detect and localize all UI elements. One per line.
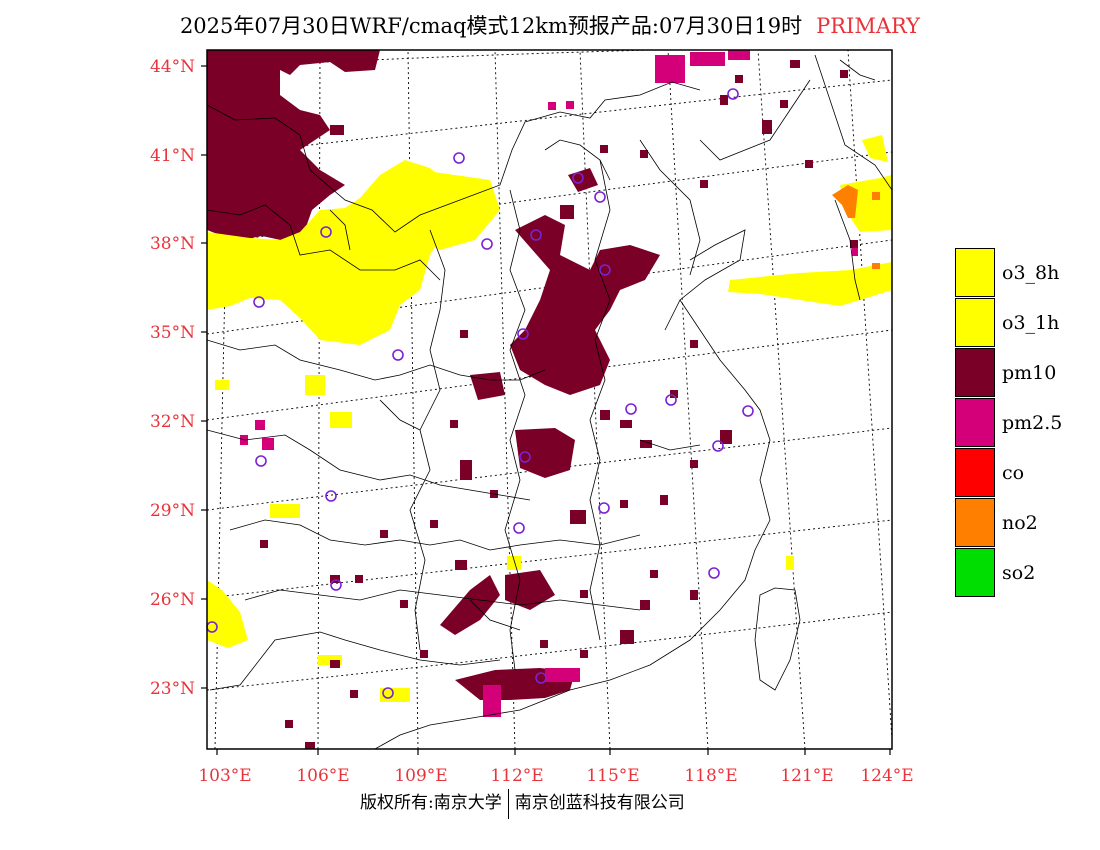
station-marker: [453, 152, 465, 164]
station-marker: [519, 451, 531, 463]
o3-region-northeast-tip: [862, 135, 888, 162]
legend-label: o3_1h: [1002, 312, 1060, 334]
legend-swatch: [955, 398, 995, 447]
footer-separator: [507, 788, 509, 819]
pm10-region-hubei: [515, 428, 575, 478]
copyright-left: 版权所有:南京大学: [360, 793, 502, 813]
pm10-region-central: [510, 215, 660, 395]
lat-label: 23°N: [150, 679, 195, 699]
legend-label: o3_8h: [1002, 262, 1060, 284]
station-markers: [206, 88, 754, 699]
pm10-scatter: [260, 60, 858, 749]
lat-label: 32°N: [150, 412, 195, 432]
legend-label: pm10: [1002, 362, 1057, 384]
lat-label: 41°N: [150, 146, 195, 166]
axis-ticks: [201, 65, 891, 755]
station-marker: [742, 405, 754, 417]
o3-patch: [786, 556, 794, 570]
station-marker: [572, 172, 584, 184]
legend-swatch: [955, 548, 995, 597]
no2-patch: [872, 263, 880, 269]
station-marker: [530, 229, 542, 241]
lon-label: 121°E: [780, 766, 833, 786]
station-marker: [594, 191, 606, 203]
station-marker: [253, 296, 265, 308]
station-marker: [727, 88, 739, 100]
o3-patch: [270, 504, 300, 518]
lat-label: 44°N: [150, 57, 195, 77]
lon-label: 115°E: [586, 766, 639, 786]
station-marker: [535, 672, 547, 684]
lon-label: 106°E: [296, 766, 349, 786]
station-marker: [599, 264, 611, 276]
lon-label: 124°E: [860, 766, 913, 786]
legend-label: co: [1002, 462, 1025, 484]
lon-label: 118°E: [684, 766, 737, 786]
pollution-fields: [207, 50, 892, 749]
pm10-region-northwest: [207, 50, 380, 242]
lon-label: 103°E: [198, 766, 251, 786]
lat-label: 35°N: [150, 323, 195, 343]
station-marker: [708, 567, 720, 579]
pm10-region-shanxi: [470, 372, 505, 400]
legend-swatch: [955, 298, 995, 347]
station-marker: [513, 522, 525, 534]
station-marker: [712, 440, 724, 452]
station-marker: [625, 403, 637, 415]
legend-label: so2: [1002, 562, 1036, 584]
legend-swatch: [955, 248, 995, 297]
o3-region-east: [728, 262, 892, 306]
station-marker: [320, 226, 332, 238]
station-marker: [481, 238, 493, 250]
lon-label: 109°E: [394, 766, 447, 786]
copyright-footer: 版权所有:南京大学 南京创蓝科技有限公司: [360, 788, 685, 819]
lat-label: 26°N: [150, 590, 195, 610]
legend-swatch: [955, 448, 995, 497]
station-marker: [517, 328, 529, 340]
station-marker: [330, 579, 342, 591]
lon-label: 112°E: [490, 766, 543, 786]
o3-patch: [507, 556, 521, 570]
station-marker: [325, 490, 337, 502]
no2-patch: [872, 192, 880, 200]
copyright-right: 南京创蓝科技有限公司: [514, 793, 685, 813]
o3-region-west-strip: [380, 170, 500, 250]
map-title: 2025年07月30日WRF/cmaq模式12km预报产品:07月30日19时 P…: [0, 10, 1100, 40]
o3-region-southwest: [207, 580, 248, 648]
o3-patch: [330, 412, 352, 428]
legend-swatch: [955, 348, 995, 397]
station-marker: [392, 349, 404, 361]
pm10-region-guangxi: [440, 575, 500, 635]
legend-label: pm2.5: [1002, 412, 1063, 434]
lat-label: 38°N: [150, 234, 195, 254]
o3-patch: [305, 375, 325, 395]
station-marker: [255, 455, 267, 467]
legend-label: no2: [1002, 512, 1038, 534]
map-frame: [206, 49, 893, 750]
station-marker: [382, 687, 394, 699]
lat-label: 29°N: [150, 501, 195, 521]
legend-swatch: [955, 498, 995, 547]
graticule: [207, 50, 892, 749]
o3-patch: [215, 380, 229, 390]
station-marker: [598, 502, 610, 514]
title-tag: PRIMARY: [816, 14, 921, 38]
no2-region: [832, 185, 858, 218]
pm10-region-hunan: [505, 570, 555, 610]
station-marker: [665, 394, 677, 406]
title-main: 2025年07月30日WRF/cmaq模式12km预报产品:07月30日19时: [179, 14, 803, 38]
province-boundaries: [207, 54, 892, 749]
